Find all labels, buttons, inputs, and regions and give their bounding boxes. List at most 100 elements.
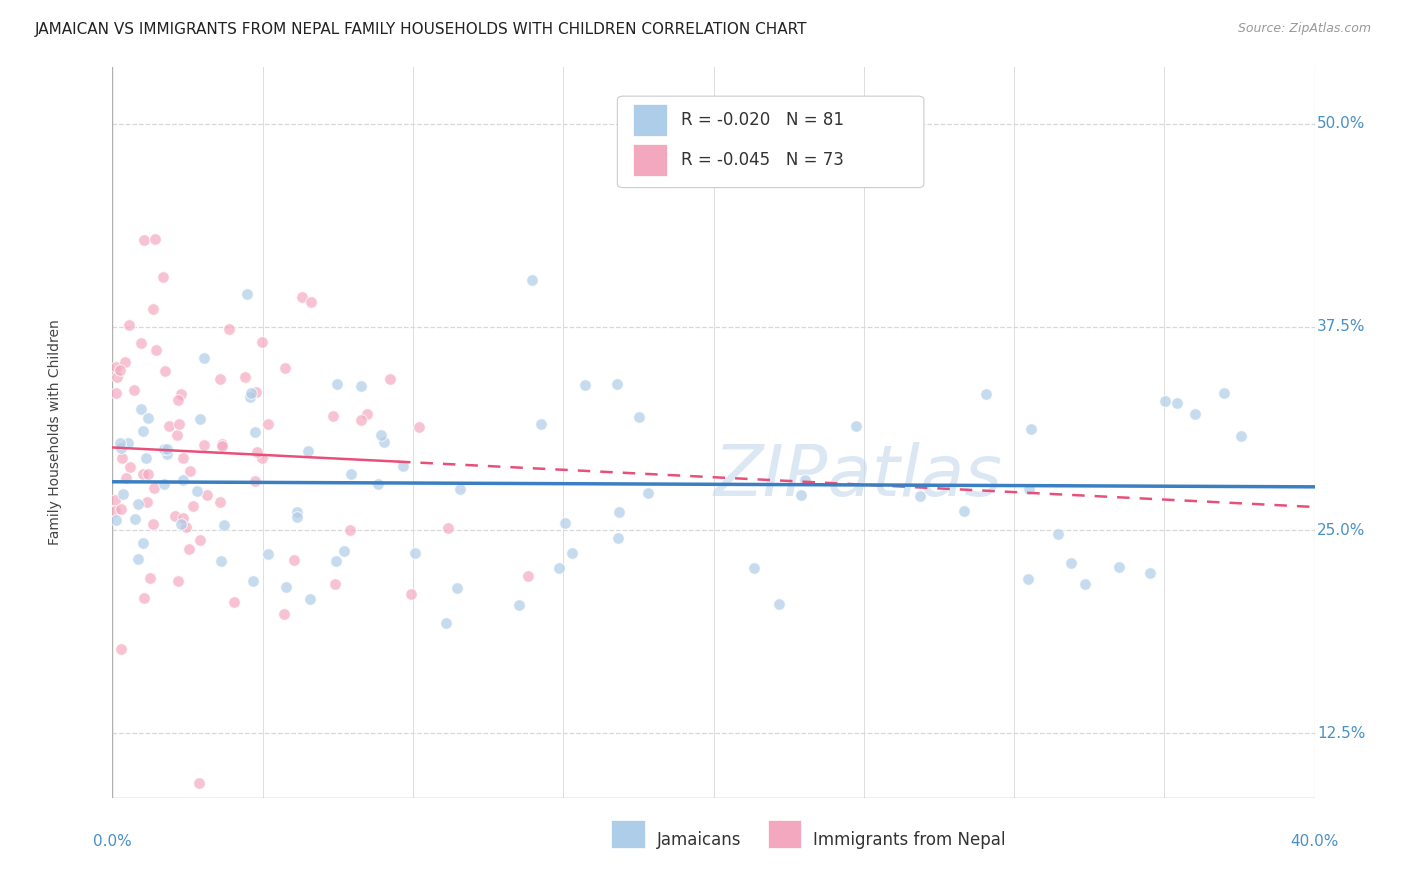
Point (211, 439, 233, 453)
Text: Jamaicans: Jamaicans (657, 831, 741, 849)
Point (193, 438, 215, 452)
Point (323, 577, 346, 591)
Point (952, 504, 974, 518)
Point (332, 543, 354, 558)
Point (367, 477, 389, 491)
Point (166, 428, 188, 442)
Point (131, 424, 153, 438)
FancyBboxPatch shape (617, 96, 924, 187)
Point (174, 520, 197, 534)
Point (404, 546, 426, 560)
Point (246, 445, 269, 459)
Point (908, 489, 931, 503)
Point (124, 512, 146, 526)
Point (167, 574, 190, 588)
Bar (612, 821, 645, 848)
Point (111, 451, 134, 466)
Point (127, 497, 149, 511)
Point (252, 451, 274, 466)
Point (242, 574, 264, 589)
Point (167, 393, 190, 408)
Point (520, 272, 543, 286)
Point (561, 546, 583, 560)
Point (167, 417, 190, 432)
Point (437, 521, 460, 535)
Text: JAMAICAN VS IMMIGRANTS FROM NEPAL FAMILY HOUSEHOLDS WITH CHILDREN CORRELATION CH: JAMAICAN VS IMMIGRANTS FROM NEPAL FAMILY… (35, 22, 807, 37)
Point (607, 505, 630, 519)
Point (297, 443, 319, 458)
Point (190, 533, 212, 547)
Point (152, 269, 174, 284)
Point (104, 359, 127, 374)
Point (135, 495, 157, 509)
Point (356, 407, 378, 421)
Point (145, 343, 167, 358)
Text: R = -0.020   N = 81: R = -0.020 N = 81 (681, 112, 844, 129)
Point (339, 523, 361, 537)
Point (165, 508, 187, 523)
Text: 50.0%: 50.0% (1317, 116, 1365, 131)
Text: Family Households with Children: Family Households with Children (48, 319, 62, 546)
Point (1139, 566, 1161, 580)
Point (156, 447, 179, 461)
Point (1108, 560, 1130, 574)
Point (120, 459, 142, 474)
Point (1021, 422, 1043, 436)
Point (742, 561, 765, 575)
Text: 40.0%: 40.0% (1291, 834, 1339, 849)
Point (142, 516, 165, 531)
Point (136, 467, 159, 481)
Point (243, 425, 266, 439)
Point (574, 377, 596, 392)
Point (446, 581, 468, 595)
Point (104, 492, 127, 507)
Point (195, 488, 218, 502)
Point (110, 441, 132, 455)
Text: 25.0%: 25.0% (1317, 523, 1365, 538)
Point (209, 494, 232, 508)
Point (554, 516, 576, 531)
Point (548, 561, 571, 575)
Point (115, 471, 138, 485)
Point (434, 616, 457, 631)
Point (156, 442, 179, 457)
Point (350, 378, 373, 392)
Point (408, 419, 430, 434)
Point (370, 428, 392, 442)
Text: R = -0.045   N = 73: R = -0.045 N = 73 (681, 151, 844, 169)
Point (187, 775, 209, 789)
Point (153, 364, 176, 378)
Point (181, 499, 204, 513)
Point (142, 301, 165, 316)
Point (273, 607, 295, 621)
Point (114, 355, 136, 369)
Point (172, 473, 194, 487)
Point (138, 571, 160, 585)
Point (143, 481, 166, 495)
Point (179, 464, 201, 478)
Point (399, 587, 422, 601)
Point (287, 505, 309, 519)
Point (1060, 556, 1083, 570)
Point (108, 436, 131, 450)
Point (110, 501, 132, 516)
Point (224, 595, 246, 609)
Point (239, 385, 262, 400)
Point (274, 580, 297, 594)
Point (257, 417, 280, 431)
Point (508, 598, 530, 612)
Point (129, 402, 152, 417)
Point (845, 419, 868, 434)
Point (974, 386, 997, 401)
Point (517, 569, 540, 583)
Point (233, 369, 256, 384)
Bar (633, 144, 666, 176)
Point (1213, 385, 1236, 400)
Point (627, 410, 650, 425)
Point (349, 413, 371, 427)
Point (283, 553, 305, 567)
Point (449, 483, 471, 497)
Point (245, 385, 267, 400)
Point (325, 377, 347, 392)
Point (1153, 394, 1175, 409)
